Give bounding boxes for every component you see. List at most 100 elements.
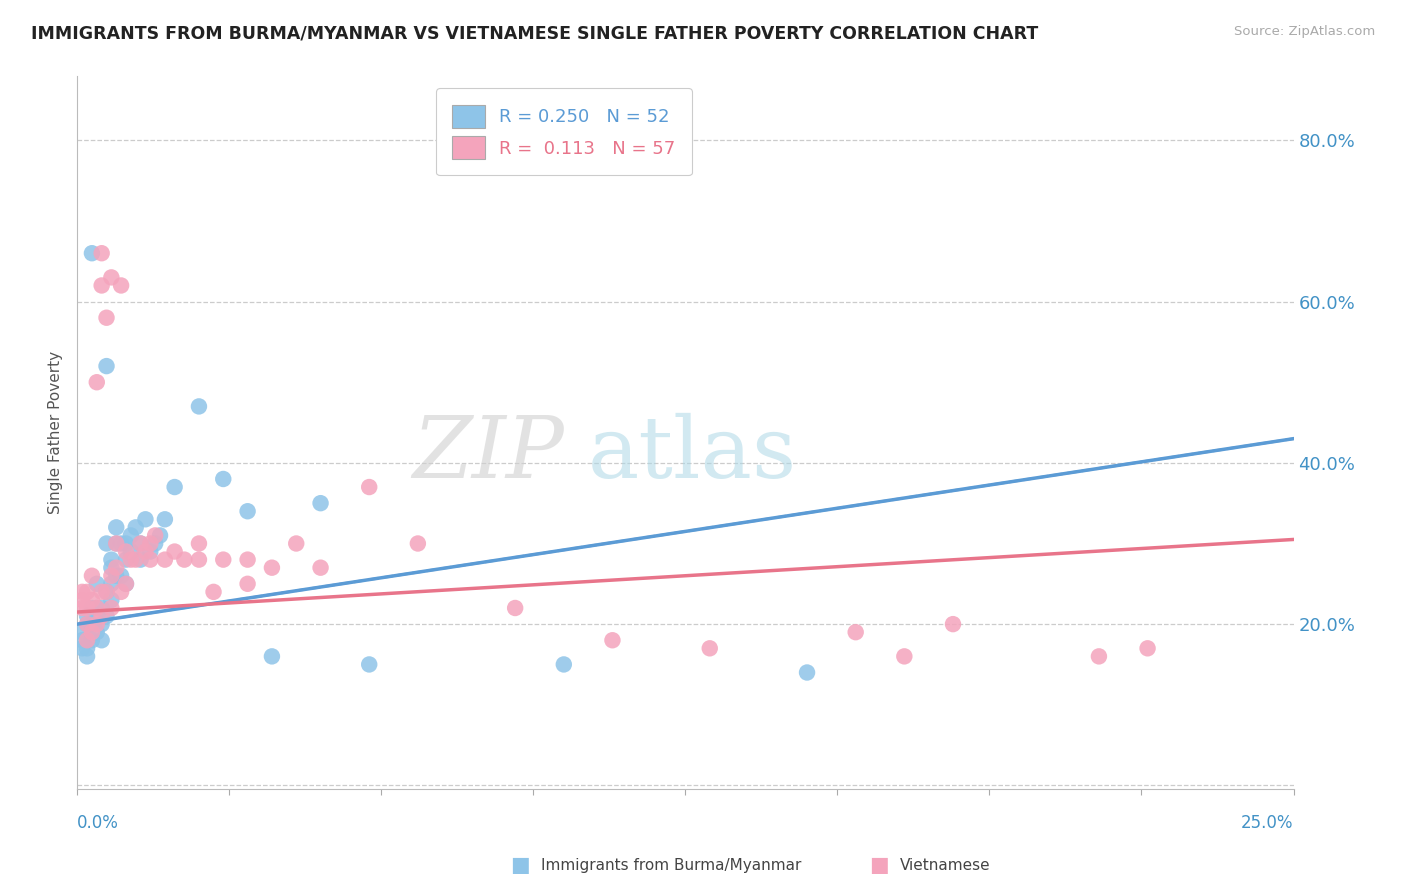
- Point: [115, 544, 138, 558]
- Point: [76, 649, 98, 664]
- Legend: R = 0.250   N = 52, R =  0.113   N = 57: R = 0.250 N = 52, R = 0.113 N = 57: [436, 88, 692, 176]
- Point: [100, 576, 122, 591]
- Point: [80, 633, 103, 648]
- Point: [188, 536, 211, 550]
- Point: [76, 617, 98, 632]
- Point: [893, 649, 915, 664]
- Text: Vietnamese: Vietnamese: [900, 858, 990, 872]
- Point: [129, 536, 152, 550]
- Point: [100, 560, 122, 574]
- Point: [90, 633, 112, 648]
- Point: [70, 633, 93, 648]
- Point: [96, 359, 118, 373]
- Point: [1088, 649, 1111, 664]
- Point: [139, 552, 162, 566]
- Point: [120, 552, 142, 566]
- Point: [70, 593, 93, 607]
- Point: [110, 278, 132, 293]
- Point: [100, 593, 122, 607]
- Point: [80, 601, 103, 615]
- Point: [359, 657, 381, 672]
- Point: [285, 536, 308, 550]
- Point: [134, 544, 156, 558]
- Point: [100, 568, 122, 582]
- Point: [90, 609, 112, 624]
- Point: [105, 536, 128, 550]
- Point: [80, 593, 103, 607]
- Text: 25.0%: 25.0%: [1241, 814, 1294, 831]
- Point: [143, 536, 166, 550]
- Text: ■: ■: [869, 855, 889, 875]
- Text: IMMIGRANTS FROM BURMA/MYANMAR VS VIETNAMESE SINGLE FATHER POVERTY CORRELATION CH: IMMIGRANTS FROM BURMA/MYANMAR VS VIETNAM…: [31, 25, 1038, 43]
- Text: 0.0%: 0.0%: [77, 814, 120, 831]
- Point: [80, 617, 103, 632]
- Point: [86, 376, 108, 390]
- Point: [90, 278, 112, 293]
- Point: [105, 536, 128, 550]
- Point: [125, 552, 148, 566]
- Point: [120, 544, 142, 558]
- Point: [236, 552, 259, 566]
- Point: [70, 641, 93, 656]
- Point: [120, 528, 142, 542]
- Point: [212, 472, 235, 486]
- Point: [105, 568, 128, 582]
- Point: [143, 528, 166, 542]
- Point: [96, 536, 118, 550]
- Point: [359, 480, 381, 494]
- Point: [236, 576, 259, 591]
- Point: [202, 585, 225, 599]
- Point: [100, 552, 122, 566]
- Point: [100, 270, 122, 285]
- Point: [115, 576, 138, 591]
- Point: [115, 536, 138, 550]
- Point: [406, 536, 429, 550]
- Y-axis label: Single Father Poverty: Single Father Poverty: [48, 351, 63, 514]
- Point: [86, 625, 108, 640]
- Point: [96, 310, 118, 325]
- Point: [76, 601, 98, 615]
- Point: [553, 657, 575, 672]
- Point: [309, 560, 332, 574]
- Point: [699, 641, 721, 656]
- Text: Source: ZipAtlas.com: Source: ZipAtlas.com: [1234, 25, 1375, 38]
- Point: [309, 496, 332, 510]
- Point: [86, 617, 108, 632]
- Point: [70, 625, 93, 640]
- Point: [96, 609, 118, 624]
- Point: [260, 649, 283, 664]
- Point: [76, 609, 98, 624]
- Point: [188, 552, 211, 566]
- Point: [173, 552, 195, 566]
- Point: [96, 585, 118, 599]
- Point: [163, 480, 186, 494]
- Point: [86, 576, 108, 591]
- Point: [602, 633, 624, 648]
- Text: ■: ■: [510, 855, 530, 875]
- Point: [80, 246, 103, 260]
- Point: [76, 617, 98, 632]
- Point: [105, 560, 128, 574]
- Point: [139, 536, 162, 550]
- Point: [796, 665, 818, 680]
- Point: [110, 585, 132, 599]
- Text: ZIP: ZIP: [412, 413, 564, 495]
- Point: [70, 585, 93, 599]
- Point: [96, 585, 118, 599]
- Point: [90, 601, 112, 615]
- Point: [90, 617, 112, 632]
- Point: [80, 625, 103, 640]
- Point: [115, 552, 138, 566]
- Point: [86, 601, 108, 615]
- Point: [153, 512, 176, 526]
- Point: [76, 585, 98, 599]
- Text: atlas: atlas: [588, 412, 797, 496]
- Point: [149, 528, 172, 542]
- Point: [1136, 641, 1159, 656]
- Point: [129, 536, 152, 550]
- Point: [90, 246, 112, 260]
- Point: [134, 512, 156, 526]
- Point: [90, 585, 112, 599]
- Point: [125, 520, 148, 534]
- Point: [115, 576, 138, 591]
